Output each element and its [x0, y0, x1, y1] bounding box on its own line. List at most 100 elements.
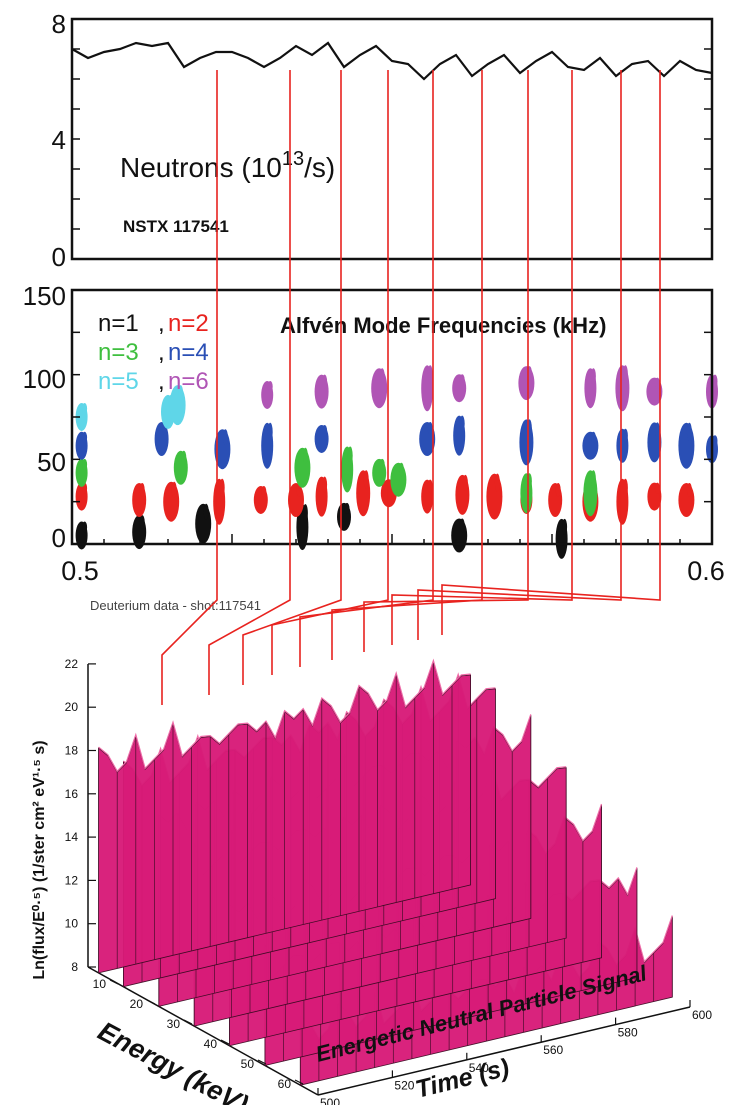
mode-blob-n1 — [195, 503, 212, 544]
energy-tick — [294, 1079, 304, 1085]
connector-line — [417, 70, 622, 640]
mode-blob-n4 — [582, 431, 599, 460]
mode-blob-fringe — [379, 368, 385, 385]
mode-blob-n2 — [486, 473, 503, 520]
surface-ridge — [98, 658, 471, 773]
neutrons-ticks — [72, 18, 712, 260]
mode-blob-fringe — [322, 425, 328, 437]
alfven-xtick-0.6: 0.6 — [687, 556, 725, 586]
mode-blob-n3 — [390, 462, 407, 497]
connector-line — [331, 70, 483, 660]
legend-n4: n=4 — [168, 339, 209, 366]
mode-blob-fringe — [459, 374, 465, 386]
legend-comma-2: , — [158, 339, 165, 366]
mode-blob-fringe — [712, 374, 718, 389]
mode-blob-fringe — [622, 478, 628, 498]
mode-blob-fringe — [555, 483, 561, 497]
mode-blob-fringe — [686, 422, 692, 442]
mode-blob-fringe — [171, 481, 177, 498]
mode-blob-n1 — [451, 518, 468, 553]
mode-blob-fringe — [590, 368, 596, 385]
energy-tick-label: 60 — [278, 1077, 292, 1091]
legend-n5: n=5 — [98, 368, 139, 395]
zaxis-tick-label: 22 — [65, 657, 79, 671]
time-tick-label: 520 — [394, 1078, 414, 1092]
mode-blob-fringe — [178, 385, 184, 402]
alfven-xtick-0.5: 0.5 — [61, 556, 99, 586]
mode-blob-fringe — [322, 374, 328, 389]
mode-blob-fringe — [590, 470, 596, 489]
mode-blob-fringe — [379, 458, 385, 471]
mode-blob-fringe — [267, 381, 273, 393]
mode-blob-fringe — [82, 431, 88, 443]
alfven-ytick-50: 50 — [37, 447, 66, 477]
mode-blob-fringe — [427, 422, 433, 436]
mode-blob-fringe — [622, 365, 628, 384]
mode-blob-fringe — [302, 447, 308, 464]
mode-blob-fringe — [302, 504, 308, 523]
shot-label: NSTX 117541 — [123, 217, 229, 236]
neutrons-series — [71, 41, 713, 81]
mode-blob-fringe — [427, 479, 433, 494]
mode-blob-fringe — [344, 502, 350, 515]
mode-blob-fringe — [181, 450, 187, 465]
alfven-panel: 150 100 50 0 0.5 0.6 Alfvén Mode Frequen… — [23, 281, 725, 613]
connector-line — [363, 70, 529, 652]
time-axis-line — [317, 1006, 691, 1096]
energy-tick-label: 40 — [204, 1037, 218, 1051]
mode-blob-fringe — [82, 403, 88, 415]
time-tick-label: 600 — [692, 1008, 712, 1022]
mode-blob-fringe — [267, 422, 273, 442]
surface-mesh — [98, 658, 673, 1086]
neutrons-ytick-4: 4 — [52, 125, 66, 155]
neutrons-ytick-8: 8 — [52, 9, 66, 39]
connector-line — [161, 70, 218, 705]
mode-blob-n2 — [163, 481, 180, 522]
legend-comma-1: , — [158, 310, 165, 337]
mode-blob-fringe — [139, 483, 145, 497]
zaxis-tick-label: 18 — [65, 744, 79, 758]
mode-blob-fringe — [459, 518, 465, 533]
neutrons-panel: 8 4 0 Neutrons (1013/s) NSTX 117541 — [52, 9, 714, 272]
alfven-ytick-0: 0 — [52, 523, 66, 553]
mode-blob-fringe — [622, 428, 628, 443]
zaxis-tick-label: 20 — [65, 700, 79, 714]
time-tick-label: 540 — [469, 1061, 489, 1075]
mode-blob-fringe — [203, 503, 209, 520]
energy-axis-line — [87, 966, 319, 1096]
legend-n1: n=1 — [98, 310, 139, 337]
energy-tick-label: 20 — [130, 997, 144, 1011]
legend-n3: n=3 — [98, 339, 139, 366]
zaxis-label: Ln(flux/E⁰·⁵) (1/ster cm² eV¹·⁵ s) — [31, 740, 48, 979]
alfven-mode-marks — [75, 365, 718, 559]
energy-tick — [109, 979, 119, 985]
mode-blob-fringe — [654, 482, 660, 494]
mode-blob-fringe — [82, 458, 88, 471]
legend-n2: n=2 — [168, 310, 209, 337]
mode-blob-fringe — [494, 473, 500, 492]
connector-line — [441, 70, 661, 635]
alfven-ytick-150: 150 — [23, 281, 66, 311]
zaxis-tick-label: 14 — [65, 830, 79, 844]
alfven-legend: n=1 , n=2 n=3 , n=4 n=5 , n=6 — [98, 310, 209, 395]
mode-blob-fringe — [261, 486, 267, 498]
mode-blob-fringe — [82, 521, 88, 533]
energy-tick — [183, 1019, 193, 1025]
alfven-ticks — [71, 289, 713, 545]
zaxis-tick-label: 12 — [65, 873, 79, 887]
mode-blob-fringe — [363, 470, 369, 489]
zaxis-tick-label: 10 — [65, 917, 79, 931]
surface-panel: 8 10 12 14 16 18 20 22 10 20 30 40 50 60 500 520 540 560 5… — [31, 657, 712, 1110]
mode-blob-fringe — [347, 446, 353, 465]
energy-tick-label: 10 — [93, 977, 107, 991]
mode-blob-fringe — [219, 478, 225, 498]
energy-tick — [257, 1059, 267, 1065]
mode-blob-n4 — [678, 422, 695, 469]
deuterium-caption: Deuterium data - shot:117541 — [90, 598, 261, 613]
neutrons-title: Neutrons (1013/s) — [120, 148, 335, 183]
mode-blob-fringe — [686, 483, 692, 497]
time-tick-label: 580 — [618, 1026, 638, 1040]
time-tick-label: 500 — [320, 1096, 340, 1105]
